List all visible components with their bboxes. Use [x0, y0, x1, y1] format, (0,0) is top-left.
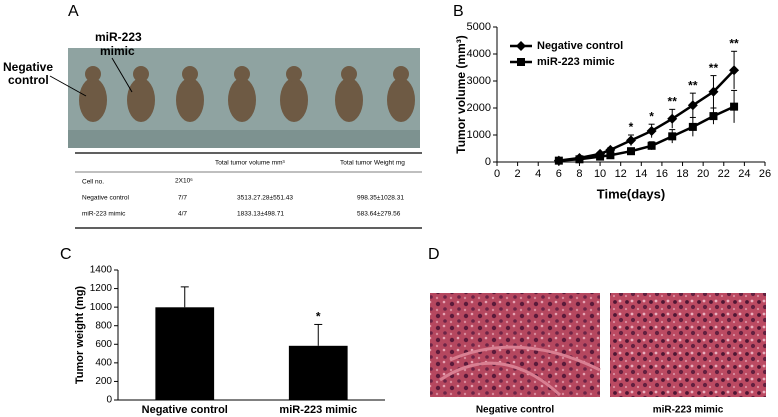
y-axis-label: Tumor volume (mm³) — [454, 35, 468, 153]
marker — [626, 135, 636, 146]
arrow — [49, 75, 87, 97]
histology-label: miR-223 mimic — [653, 405, 724, 416]
x-tick-label: 24 — [738, 168, 750, 180]
significance: ** — [688, 78, 698, 92]
panel-label: D — [428, 246, 440, 263]
significance: ** — [709, 61, 719, 75]
photo-label: miR-223 — [95, 30, 142, 44]
marker — [730, 102, 739, 111]
marker — [627, 147, 635, 156]
histology-label: Negative control — [476, 405, 555, 416]
x-tick-label: 16 — [656, 168, 668, 180]
marker — [708, 86, 719, 97]
y-tick-label: 1000 — [467, 129, 491, 141]
x-tick-label: 12 — [615, 168, 627, 180]
x-tick-label: 22 — [718, 168, 730, 180]
x-tick-label: 26 — [759, 168, 771, 180]
table: Total tumor volume mm³ Total tumor Weigh… — [75, 152, 422, 229]
marker — [647, 141, 656, 150]
legend-label: miR-223 mimic — [537, 56, 615, 68]
table-cell: 1833.13±498.71 — [237, 211, 284, 218]
arrow — [111, 57, 133, 93]
marker — [709, 112, 718, 121]
x-tick-label: Negative control — [142, 404, 228, 416]
marker — [606, 151, 615, 160]
x-tick-label: 4 — [535, 168, 541, 180]
x-tick-label: miR-223 mimic — [279, 404, 357, 416]
mouse-photo — [68, 48, 420, 148]
table-cell: 3513.27.28±551.43 — [237, 195, 293, 202]
marker — [729, 65, 740, 76]
x-tick-label: 0 — [494, 168, 500, 180]
y-tick-label: 4000 — [467, 48, 491, 60]
photo-label: control — [8, 73, 49, 87]
y-tick-label: 800 — [95, 320, 112, 331]
y-tick-label: 1200 — [90, 283, 113, 294]
table-cell: 2X10⁶ — [175, 178, 193, 185]
significance: * — [629, 120, 634, 134]
marker — [688, 122, 697, 131]
y-tick-label: 400 — [95, 357, 112, 368]
x-tick-label: 6 — [556, 168, 562, 180]
y-tick-label: 0 — [106, 395, 112, 406]
y-tick-label: 0 — [485, 156, 491, 168]
marker — [554, 156, 563, 165]
x-axis-label: Time(days) — [597, 186, 665, 201]
histology-texture — [439, 345, 601, 397]
bar — [155, 307, 215, 400]
y-tick-label: 2000 — [467, 102, 491, 114]
marker — [687, 100, 698, 111]
table-cell: Cell no. — [82, 179, 104, 186]
significance: ** — [729, 36, 739, 50]
significance: * — [649, 109, 654, 123]
x-tick-label: 18 — [676, 168, 688, 180]
x-tick-label: 8 — [576, 168, 582, 180]
y-tick-label: 200 — [95, 376, 112, 387]
x-tick-label: 14 — [635, 168, 647, 180]
photo-label: mimic — [100, 44, 135, 58]
panel-label: A — [68, 3, 79, 20]
table-cell: miR-223 mimic — [82, 211, 126, 218]
photo-label: Negative — [3, 60, 53, 74]
marker — [575, 155, 584, 164]
table-header: Total tumor Weight mg — [340, 160, 405, 167]
marker — [516, 41, 526, 51]
table-cell: Negative control — [82, 195, 130, 202]
y-tick-label: 5000 — [467, 21, 491, 33]
table-cell: 7/7 — [178, 195, 187, 202]
marker — [646, 125, 657, 136]
panel-label: B — [453, 3, 464, 20]
bar — [288, 345, 348, 400]
legend-label: Negative control — [537, 40, 623, 52]
table-cell: 4/7 — [178, 211, 187, 218]
x-tick-label: 20 — [697, 168, 709, 180]
marker — [517, 58, 525, 66]
marker — [596, 152, 605, 161]
histology-image — [610, 293, 766, 397]
significance: ** — [668, 95, 678, 109]
series-line — [558, 69, 735, 162]
y-tick-label: 3000 — [467, 75, 491, 87]
y-tick-label: 1400 — [90, 265, 113, 276]
series-line — [558, 105, 735, 162]
y-tick-label: 1000 — [90, 302, 113, 313]
histology-image — [430, 293, 600, 397]
y-axis-label: Tumor weight (mg) — [74, 286, 86, 385]
x-tick-label: 10 — [594, 168, 606, 180]
table-header: Total tumor volume mm³ — [215, 160, 286, 167]
y-tick-label: 600 — [95, 339, 112, 350]
x-tick-label: 2 — [515, 168, 521, 180]
marker — [668, 132, 677, 141]
table-cell: 998.35±1028.31 — [357, 195, 404, 202]
marker — [667, 113, 678, 124]
panel-label: C — [60, 246, 72, 263]
significance: * — [316, 310, 321, 324]
table-cell: 583.64±279.56 — [357, 211, 401, 218]
